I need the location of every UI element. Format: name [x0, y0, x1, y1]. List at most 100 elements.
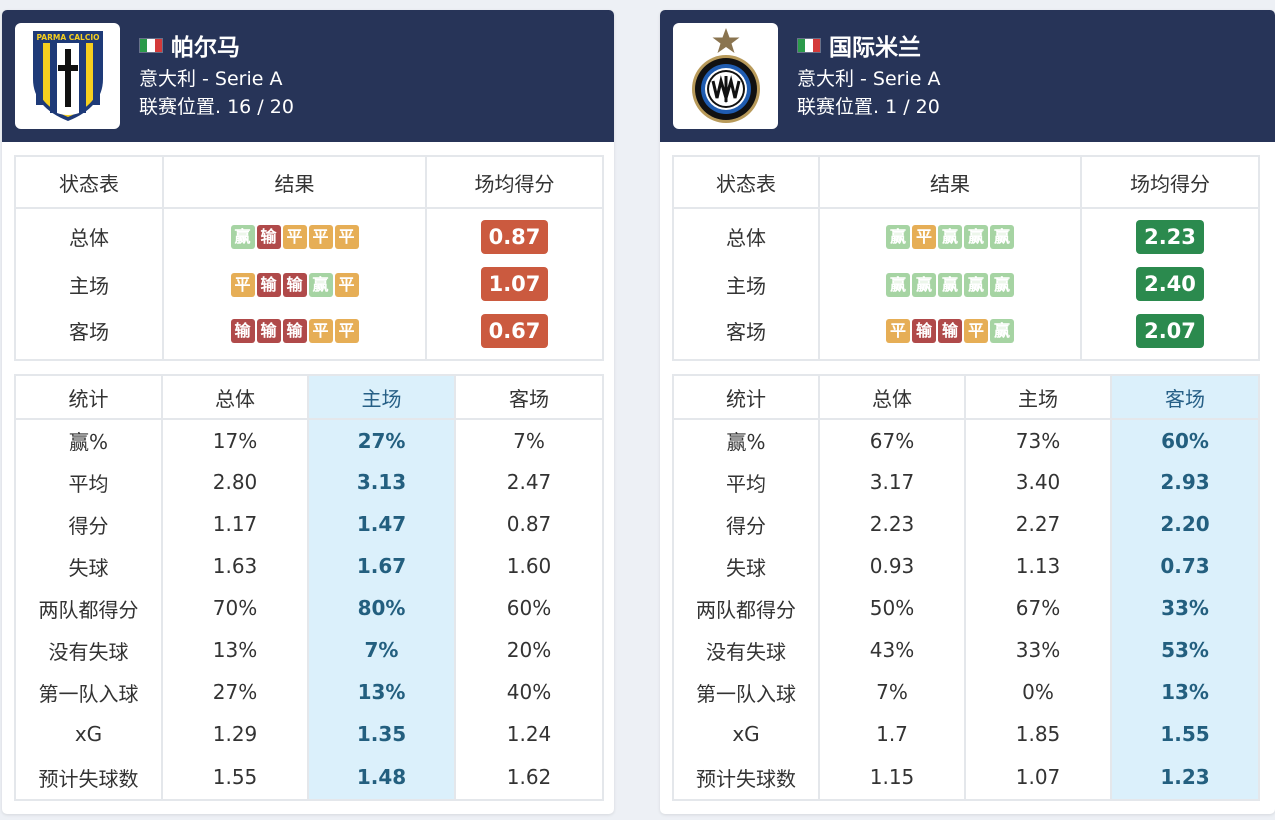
- stat-value: 1.24: [454, 713, 604, 755]
- stat-value: 33%: [1110, 587, 1260, 629]
- result-badge[interactable]: 平: [230, 272, 255, 297]
- stat-value: 1.47: [307, 503, 456, 545]
- stat-value: 3.40: [964, 461, 1112, 503]
- result-badge[interactable]: 赢: [912, 272, 936, 297]
- stat-value: 70%: [161, 587, 309, 629]
- result-badge[interactable]: 赢: [990, 225, 1014, 250]
- stat-value: 0.87: [454, 503, 604, 545]
- stat-label: 没有失球: [672, 629, 820, 671]
- team-logo[interactable]: [673, 23, 778, 129]
- result-badge[interactable]: 输: [256, 225, 281, 250]
- result-badge[interactable]: 输: [256, 319, 281, 344]
- stat-value: 1.67: [307, 545, 456, 587]
- result-badge[interactable]: 赢: [886, 225, 910, 250]
- result-badge[interactable]: 平: [308, 319, 333, 344]
- result-badge[interactable]: 输: [912, 319, 936, 344]
- result-badge[interactable]: 赢: [964, 272, 988, 297]
- stat-value: 2.93: [1110, 461, 1260, 503]
- result-badge[interactable]: 赢: [230, 225, 255, 250]
- result-badge[interactable]: 平: [334, 319, 359, 344]
- result-badge[interactable]: 赢: [886, 272, 910, 297]
- stat-label: 第一队入球: [672, 671, 820, 713]
- stat-label: xG: [14, 713, 163, 755]
- stat-value: 1.17: [161, 503, 309, 545]
- result-badge[interactable]: 输: [282, 272, 307, 297]
- stat-value: 1.07: [964, 755, 1112, 801]
- result-badge[interactable]: 输: [938, 319, 962, 344]
- stat-value: 3.13: [307, 461, 456, 503]
- table-row: xG 1.29 1.35 1.24: [14, 713, 604, 755]
- result-badge[interactable]: 平: [886, 319, 910, 344]
- team-logo[interactable]: PARMA CALCIO: [15, 23, 120, 129]
- table-row: 第一队入球 7% 0% 13%: [672, 671, 1260, 713]
- form-row-label: 总体: [672, 207, 820, 260]
- stat-value: 1.35: [307, 713, 456, 755]
- table-row: 预计失球数 1.15 1.07 1.23: [672, 755, 1260, 801]
- result-badge[interactable]: 输: [256, 272, 281, 297]
- form-results: 输输输平平: [162, 308, 427, 361]
- form-table: 状态表 结果 场均得分 总体 赢输平平平 0.87 主场 平输输赢平 1.07 …: [14, 155, 604, 361]
- form-table: 状态表 结果 场均得分 总体 赢平赢赢赢 2.23 主场 赢赢赢赢赢 2.40 …: [672, 155, 1260, 361]
- ppg-badge: 2.23: [1136, 219, 1204, 254]
- stat-value: 43%: [818, 629, 966, 671]
- stats-table: 统计 总体 主场 客场 赢% 67% 73% 60% 平均 3.17 3.40 …: [672, 374, 1260, 801]
- table-row: 得分 1.17 1.47 0.87: [14, 503, 604, 545]
- league-name[interactable]: 意大利 - Serie A: [797, 68, 941, 90]
- result-badge[interactable]: 赢: [964, 225, 988, 250]
- result-badge[interactable]: 赢: [938, 272, 962, 297]
- stat-value: 1.15: [818, 755, 966, 801]
- form-results: 平输输平赢: [818, 308, 1082, 361]
- team-name[interactable]: 国际米兰: [829, 35, 921, 61]
- result-badge[interactable]: 平: [308, 225, 333, 250]
- table-row: 两队都得分 70% 80% 60%: [14, 587, 604, 629]
- form-header-results: 结果: [818, 155, 1082, 209]
- stat-value: 1.29: [161, 713, 309, 755]
- stat-value: 20%: [454, 629, 604, 671]
- stat-value: 0.73: [1110, 545, 1260, 587]
- form-header-label: 状态表: [14, 155, 164, 209]
- stat-value: 80%: [307, 587, 456, 629]
- form-results: 平输输赢平: [162, 260, 427, 308]
- stat-value: 1.85: [964, 713, 1112, 755]
- ppg-badge: 2.40: [1136, 267, 1204, 301]
- result-badge[interactable]: 平: [282, 225, 307, 250]
- result-badge[interactable]: 平: [334, 225, 359, 250]
- stat-value: 1.60: [454, 545, 604, 587]
- result-badge[interactable]: 赢: [308, 272, 333, 297]
- team-name[interactable]: 帕尔马: [171, 35, 240, 61]
- form-row-label: 总体: [14, 207, 164, 260]
- table-row: xG 1.7 1.85 1.55: [672, 713, 1260, 755]
- stats-header-away: 客场: [1110, 374, 1260, 420]
- form-header-results: 结果: [162, 155, 427, 209]
- stat-value: 50%: [818, 587, 966, 629]
- result-badge[interactable]: 输: [230, 319, 255, 344]
- result-badge[interactable]: 平: [334, 272, 359, 297]
- form-row-label: 客场: [14, 308, 164, 361]
- stat-value: 7%: [454, 419, 604, 461]
- form-results: 赢输平平平: [162, 207, 427, 260]
- stat-label: 得分: [672, 503, 820, 545]
- result-badge[interactable]: 平: [912, 225, 936, 250]
- form-results: 赢平赢赢赢: [818, 207, 1082, 260]
- result-badge[interactable]: 赢: [990, 319, 1014, 344]
- stat-value: 13%: [161, 629, 309, 671]
- stat-value: 1.13: [964, 545, 1112, 587]
- form-header-ppg: 场均得分: [1080, 155, 1260, 209]
- stat-value: 1.48: [307, 755, 456, 801]
- stat-value: 33%: [964, 629, 1112, 671]
- stat-label: 失球: [14, 545, 163, 587]
- table-row: 没有失球 13% 7% 20%: [14, 629, 604, 671]
- league-position: 联赛位置. 1 / 20: [797, 96, 940, 118]
- result-badge[interactable]: 赢: [990, 272, 1014, 297]
- result-badge[interactable]: 平: [964, 319, 988, 344]
- ppg-badge: 2.07: [1136, 313, 1204, 348]
- result-badge[interactable]: 输: [282, 319, 307, 344]
- result-badge[interactable]: 赢: [938, 225, 962, 250]
- italy-flag-icon: [797, 37, 821, 53]
- league-name[interactable]: 意大利 - Serie A: [139, 68, 283, 90]
- stat-label: 赢%: [672, 419, 820, 461]
- stat-value: 67%: [818, 419, 966, 461]
- stats-table: 统计 总体 主场 客场 赢% 17% 27% 7% 平均 2.80 3.13 2…: [14, 374, 604, 801]
- stat-value: 3.17: [818, 461, 966, 503]
- ppg-badge: 1.07: [480, 267, 549, 301]
